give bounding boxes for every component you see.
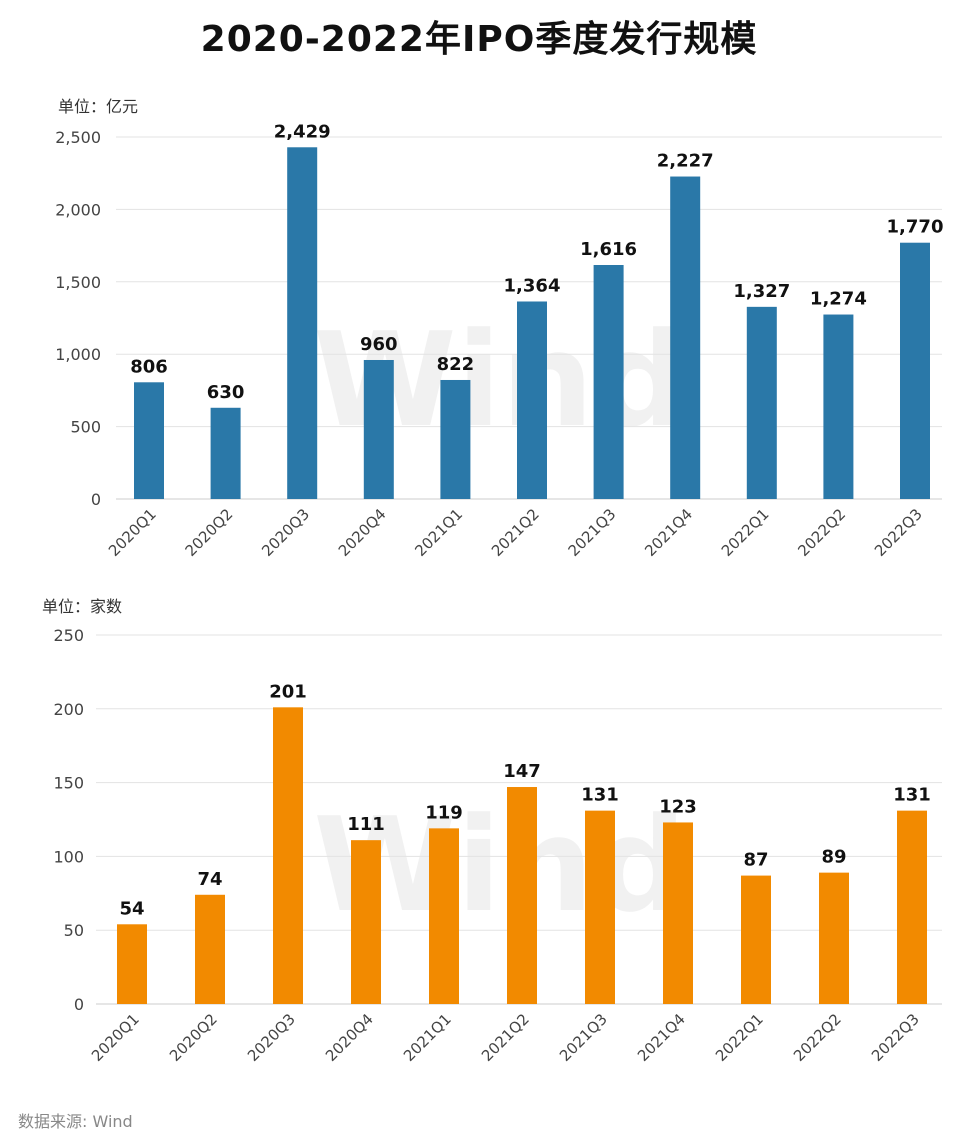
c2-bar	[117, 924, 147, 1004]
c2-ytick-label: 250	[53, 626, 84, 645]
c2-bar	[585, 810, 615, 1004]
c2-bar	[195, 894, 225, 1004]
c2-category-label: 2022Q1	[712, 1010, 767, 1065]
c2-bar	[507, 787, 537, 1004]
c1-bar	[593, 265, 624, 499]
c1-data-label: 806	[130, 356, 168, 377]
page-title: 2020-2022年IPO季度发行规模	[200, 19, 758, 60]
c2-category-label: 2022Q3	[868, 1010, 923, 1065]
c2-data-label: 111	[347, 814, 385, 835]
c2-category-label: 2021Q2	[478, 1010, 533, 1065]
c2-data-label: 131	[581, 785, 619, 806]
c1-data-label: 2,227	[657, 151, 714, 172]
c1-bar	[440, 379, 471, 499]
c2-bar	[429, 828, 459, 1004]
c2-data-label: 74	[197, 869, 222, 890]
c2-ytick-label: 0	[74, 995, 84, 1014]
c2-data-label: 131	[893, 785, 931, 806]
c2-ytick-label: 200	[53, 700, 84, 719]
unit-label-amount: 单位：亿元	[58, 97, 139, 116]
c1-data-label: 1,274	[810, 289, 867, 310]
c2-category-label: 2020Q2	[166, 1010, 221, 1065]
c1-bar	[670, 176, 701, 499]
c1-data-label: 630	[207, 382, 245, 403]
c1-bar	[287, 147, 318, 499]
c1-data-label: 1,770	[887, 217, 944, 238]
c2-bar	[351, 840, 381, 1004]
c2-data-label: 119	[425, 802, 463, 823]
c2-category-label: 2020Q4	[322, 1010, 377, 1065]
c2-bar	[819, 872, 849, 1004]
c1-data-label: 1,364	[504, 275, 561, 296]
c2-bar	[273, 707, 303, 1004]
c2-bar	[741, 875, 771, 1004]
c1-bar	[134, 382, 164, 499]
c1-bar	[900, 242, 930, 500]
c2-data-label: 87	[743, 850, 768, 871]
c1-data-label: 1,327	[733, 281, 790, 302]
ipo-amount-chart: Wind 05001,0001,5002,0002,5008062020Q163…	[55, 121, 944, 560]
c1-data-label: 1,616	[580, 239, 637, 260]
unit-label-count: 单位：家数	[42, 597, 123, 616]
c1-ytick-label: 1,000	[55, 345, 101, 364]
c2-category-label: 2022Q2	[790, 1010, 845, 1065]
c1-ytick-label: 0	[91, 490, 101, 509]
data-source: 数据来源: Wind	[18, 1112, 133, 1131]
c2-data-label: 89	[821, 847, 846, 868]
c2-bar	[897, 810, 927, 1004]
c2-data-label: 54	[119, 898, 144, 919]
c2-bar	[663, 822, 693, 1004]
c2-category-label: 2021Q1	[400, 1010, 455, 1065]
c2-ytick-label: 150	[53, 774, 84, 793]
c2-category-label: 2020Q1	[88, 1010, 143, 1065]
c1-ytick-label: 2,000	[55, 200, 101, 219]
c2-ytick-label: 50	[64, 921, 84, 940]
c1-ytick-label: 500	[70, 418, 101, 437]
c2-category-label: 2021Q3	[556, 1010, 611, 1065]
c1-data-label: 822	[437, 354, 475, 375]
c2-data-label: 147	[503, 761, 541, 782]
c1-ytick-label: 2,500	[55, 128, 101, 147]
ipo-count-chart: Wind 050100150200250542020Q1742020Q22012…	[53, 626, 942, 1065]
c1-ytick-label: 1,500	[55, 273, 101, 292]
c1-bar	[517, 301, 547, 499]
c1-data-label: 960	[360, 334, 398, 355]
c1-data-label: 2,429	[274, 121, 331, 142]
c1-bar	[746, 306, 777, 499]
c2-data-label: 123	[659, 796, 697, 817]
c1-bar	[210, 407, 241, 499]
c1-bar	[823, 314, 854, 499]
c1-bar	[363, 359, 394, 499]
c2-ytick-label: 100	[53, 847, 84, 866]
c2-category-label: 2020Q3	[244, 1010, 299, 1065]
c2-category-label: 2021Q4	[634, 1010, 689, 1065]
c2-data-label: 201	[269, 681, 307, 702]
